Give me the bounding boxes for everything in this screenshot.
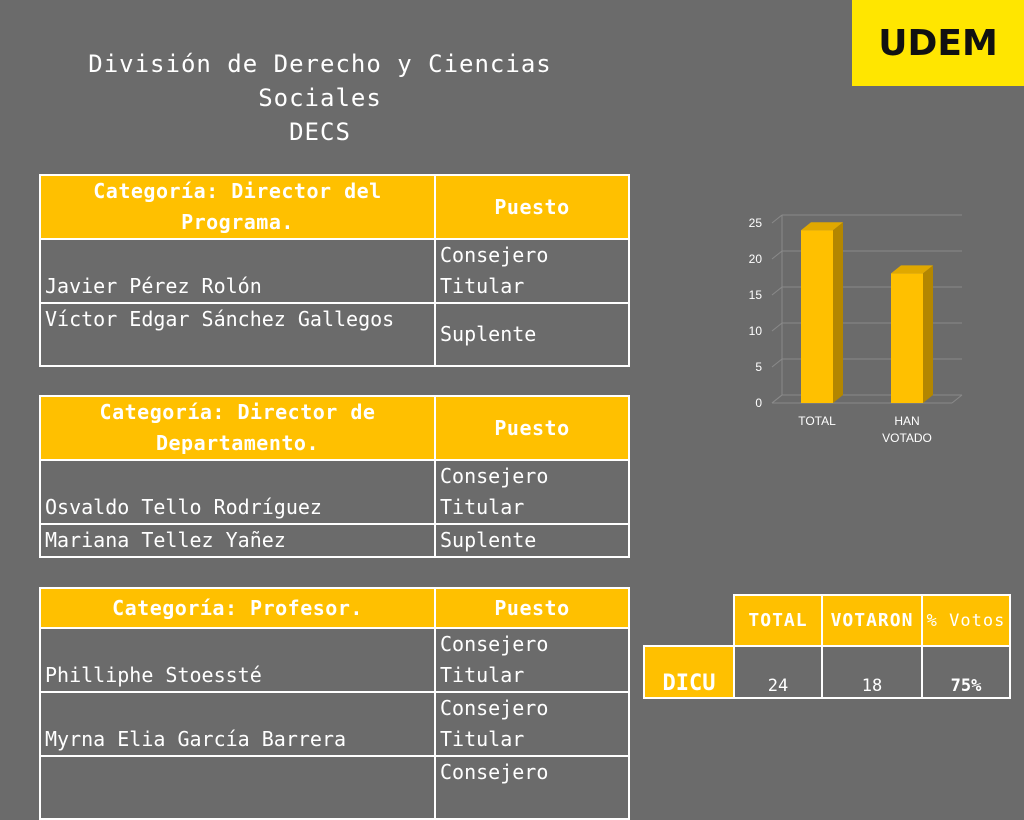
table-row: Philliphe Stoessté Consejero Titular [39,627,630,693]
table-row: Mariana Tellez Yañez Suplente [39,523,630,558]
candidate-puesto: Suplente [434,302,630,367]
puesto-header: Puesto [434,174,630,240]
chart-x-tick-label: TOTAL [798,414,836,428]
results-row-label: DICU [643,645,735,699]
chart-gridline-side [771,250,783,260]
chart-y-tick-label: 10 [749,324,763,338]
candidate-name: Víctor Edgar Sánchez Gallegos [39,302,436,367]
candidate-puesto: Consejero Titular [434,691,630,757]
page-title: División de Derecho y Ciencias Sociales … [40,47,600,149]
chart-y-tick-label: 15 [749,288,763,302]
chart-bar-side [923,265,933,403]
table-row: Osvaldo Tello Rodríguez Consejero Titula… [39,459,630,525]
candidate-puesto: Consejero Titular [434,627,630,693]
chart-y-tick-label: 5 [755,360,762,374]
chart-floor-side-right [951,394,963,404]
chart-y-tick-label: 0 [755,396,762,410]
table-profesor: Categoría: Profesor. Puesto Philliphe St… [39,587,630,820]
chart-gridline-side [771,394,783,404]
chart-bar [891,273,923,403]
table-director-programa: Categoría: Director del Programa. Puesto… [39,174,630,367]
chart-bar-top [801,222,843,231]
results-value-votaron: 18 [821,645,923,699]
chart-y-tick-label: 25 [749,216,763,230]
results-value-percent: 75% [921,645,1011,699]
table-row: Víctor Edgar Sánchez Gallegos Suplente [39,302,630,367]
chart-x-tick-label: VOTADO [882,431,932,445]
table-row: Javier Pérez Rolón Consejero Titular [39,238,630,304]
puesto-header: Puesto [434,395,630,461]
candidate-puesto: Suplente [434,523,630,558]
candidate-puesto: Consejero Titular [434,459,630,525]
candidate-name: Osvaldo Tello Rodríguez [39,459,436,525]
results-header-percent: % Votos [921,594,1011,647]
table-row: Myrna Elia García Barrera Consejero Titu… [39,691,630,757]
category-header: Categoría: Director del Programa. [39,174,436,240]
category-header: Categoría: Profesor. [39,587,436,629]
results-header-total: TOTAL [733,594,823,647]
empty-cell [644,595,734,646]
votes-bar-chart: 0 5 10 15 20 25 TOTAL HAN VOTADO [749,214,963,445]
table-director-departamento: Categoría: Director de Departamento. Pue… [39,395,630,558]
results-value-total: 24 [733,645,823,699]
chart-bar [801,230,833,403]
puesto-header: Puesto [434,587,630,629]
candidate-name: Mariana Tellez Yañez [39,523,436,558]
candidate-name [39,755,436,820]
candidate-name: Myrna Elia García Barrera [39,691,436,757]
chart-gridline-side [771,286,783,296]
table-row: Consejero [39,755,630,820]
chart-bar-top [891,265,933,274]
chart-gridline-side [771,322,783,332]
title-line-2: Sociales [258,84,382,112]
results-header-votaron: VOTARON [821,594,923,647]
chart-y-tick-label: 20 [749,252,763,266]
candidate-puesto: Consejero [434,755,630,820]
category-header: Categoría: Director de Departamento. [39,395,436,461]
title-line-1: División de Derecho y Ciencias [88,50,552,78]
results-table: TOTAL VOTARON % Votos DICU 24 18 75% [643,594,1011,699]
logo-text: UDEM [878,22,998,64]
chart-x-tick-label: HAN [894,414,919,428]
chart-gridline-side [771,358,783,368]
title-line-3: DECS [289,118,351,146]
udem-logo: UDEM [852,0,1024,86]
candidate-name: Philliphe Stoessté [39,627,436,693]
chart-gridline-side [771,214,783,224]
candidate-name: Javier Pérez Rolón [39,238,436,304]
chart-bar-side [833,222,843,403]
candidate-puesto: Consejero Titular [434,238,630,304]
